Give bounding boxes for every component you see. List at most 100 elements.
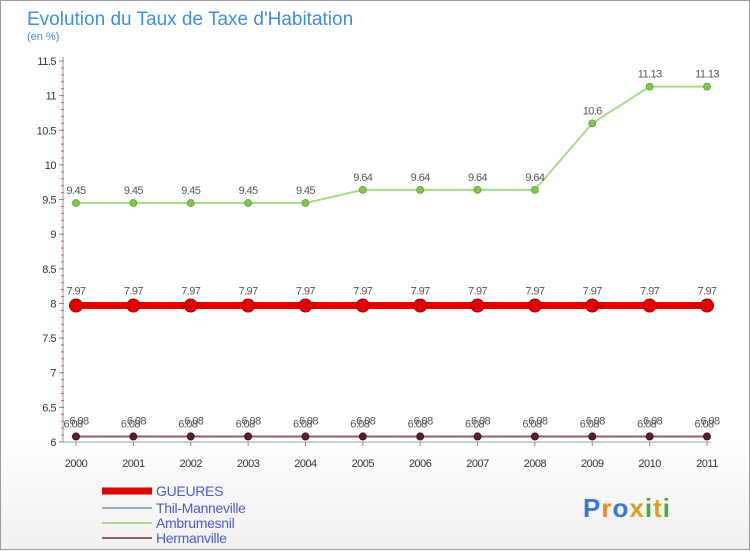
data-label: 7.97 <box>124 286 143 298</box>
legend: GUEURESThil-MannevilleAmbrumesnilHermanv… <box>102 483 246 546</box>
series-point <box>129 432 138 441</box>
data-label: 6.08 <box>350 418 369 430</box>
data-label: 6.08 <box>299 415 318 427</box>
y-tick-label: 6 <box>50 437 56 449</box>
data-label: 6.08 <box>356 415 375 427</box>
series-point <box>645 82 654 91</box>
series-point <box>642 298 657 313</box>
series-point <box>244 199 252 207</box>
data-label: 6.08 <box>528 415 547 427</box>
brand-letter: P <box>583 493 601 523</box>
legend-label-0: GUEURES <box>156 483 223 499</box>
y-tick-label: 6.5 <box>42 402 56 414</box>
data-label: 6.08 <box>236 418 255 430</box>
x-tick-label: 2001 <box>122 458 145 470</box>
series-layer <box>69 82 714 441</box>
y-tick-label: 7.5 <box>42 333 56 345</box>
series-point <box>585 298 600 313</box>
chart-title: Evolution du Taux de Taxe d'Habitation <box>27 9 353 30</box>
series-point <box>186 199 195 207</box>
data-label: 6.08 <box>586 415 605 427</box>
data-label: 11.13 <box>638 69 662 81</box>
data-label: 6.08 <box>700 415 719 427</box>
data-label: 7.97 <box>583 286 602 298</box>
data-label: 7.97 <box>181 286 200 298</box>
series-point <box>298 298 313 313</box>
data-label: 9.45 <box>181 185 200 197</box>
y-tick-label: 10.5 <box>37 125 57 137</box>
data-label: 9.45 <box>66 185 85 197</box>
series-point <box>645 432 654 441</box>
x-tick-label: 2006 <box>409 458 432 470</box>
data-label: 6.08 <box>522 418 541 430</box>
data-label: 7.97 <box>525 286 544 298</box>
series-point <box>241 298 256 313</box>
series-point <box>129 199 138 207</box>
x-tick-label: 2002 <box>179 458 202 470</box>
series-point <box>416 432 425 441</box>
data-label: 6.08 <box>465 418 484 430</box>
data-label: 7.97 <box>411 286 430 298</box>
series-point <box>358 432 367 441</box>
data-label: 7.97 <box>468 286 487 298</box>
series-point <box>588 119 597 128</box>
data-label: 6.08 <box>408 418 427 430</box>
brand-letter: i <box>645 493 653 523</box>
series-point <box>69 298 83 313</box>
series-point <box>126 298 141 313</box>
series-point <box>72 199 80 207</box>
data-labels: 7.97 7.97 7.97 7.97 7.97 7.97 7.97 7.97 7.97 7.97… <box>63 69 720 431</box>
data-label: 6.08 <box>471 415 490 427</box>
data-label: 7.97 <box>697 286 716 298</box>
brand-letter: o <box>612 493 629 523</box>
y-tick-label: 11 <box>46 91 57 103</box>
series-point <box>244 432 252 441</box>
y-tick-label: 11.5 <box>37 56 56 68</box>
series-point <box>72 432 80 441</box>
brand-letter: x <box>629 493 644 523</box>
data-label: 7.97 <box>353 286 372 298</box>
series-point <box>588 432 597 441</box>
series-line-2 <box>76 85 707 205</box>
brand-letter: i <box>663 493 671 523</box>
data-label: 6.08 <box>580 418 599 430</box>
series-point <box>531 432 539 441</box>
data-label: 6.08 <box>127 415 146 427</box>
data-label: 7.97 <box>66 286 85 298</box>
x-tick-label: 2003 <box>237 458 260 470</box>
data-label: 9.45 <box>239 185 258 197</box>
data-label: 7.97 <box>239 286 258 298</box>
brand-letter: t <box>653 493 663 523</box>
data-label: 6.08 <box>184 415 203 427</box>
data-label: 9.64 <box>468 172 487 184</box>
brand-logo: Proxiti <box>583 493 671 523</box>
brand-letter: r <box>601 493 612 523</box>
data-label: 9.45 <box>296 185 315 197</box>
series-point <box>470 298 485 313</box>
series-point <box>703 82 711 91</box>
data-label: 6.08 <box>121 418 140 430</box>
series-point <box>301 199 310 207</box>
series-point <box>183 298 198 313</box>
y-tick-label: 9 <box>50 229 56 241</box>
data-label: 6.08 <box>242 415 261 427</box>
data-label: 7.97 <box>640 286 659 298</box>
series-point <box>473 185 482 194</box>
data-label: 7.97 <box>296 286 315 298</box>
series-point <box>700 298 714 313</box>
series-point <box>186 432 195 441</box>
series-point <box>413 298 428 313</box>
x-tick-label: 2004 <box>294 458 317 470</box>
data-label: 6.08 <box>63 418 82 430</box>
series-point <box>358 185 367 194</box>
data-label: 9.64 <box>353 172 372 184</box>
series-point <box>355 298 370 313</box>
series-point <box>531 185 539 194</box>
legend-label-3: Hermanville <box>156 530 227 546</box>
y-tick-label: 9.5 <box>42 195 56 207</box>
data-label: 9.45 <box>124 185 143 197</box>
series-point <box>473 432 482 441</box>
legend-label-2: Ambrumesnil <box>156 515 235 531</box>
data-label: 6.08 <box>293 418 312 430</box>
